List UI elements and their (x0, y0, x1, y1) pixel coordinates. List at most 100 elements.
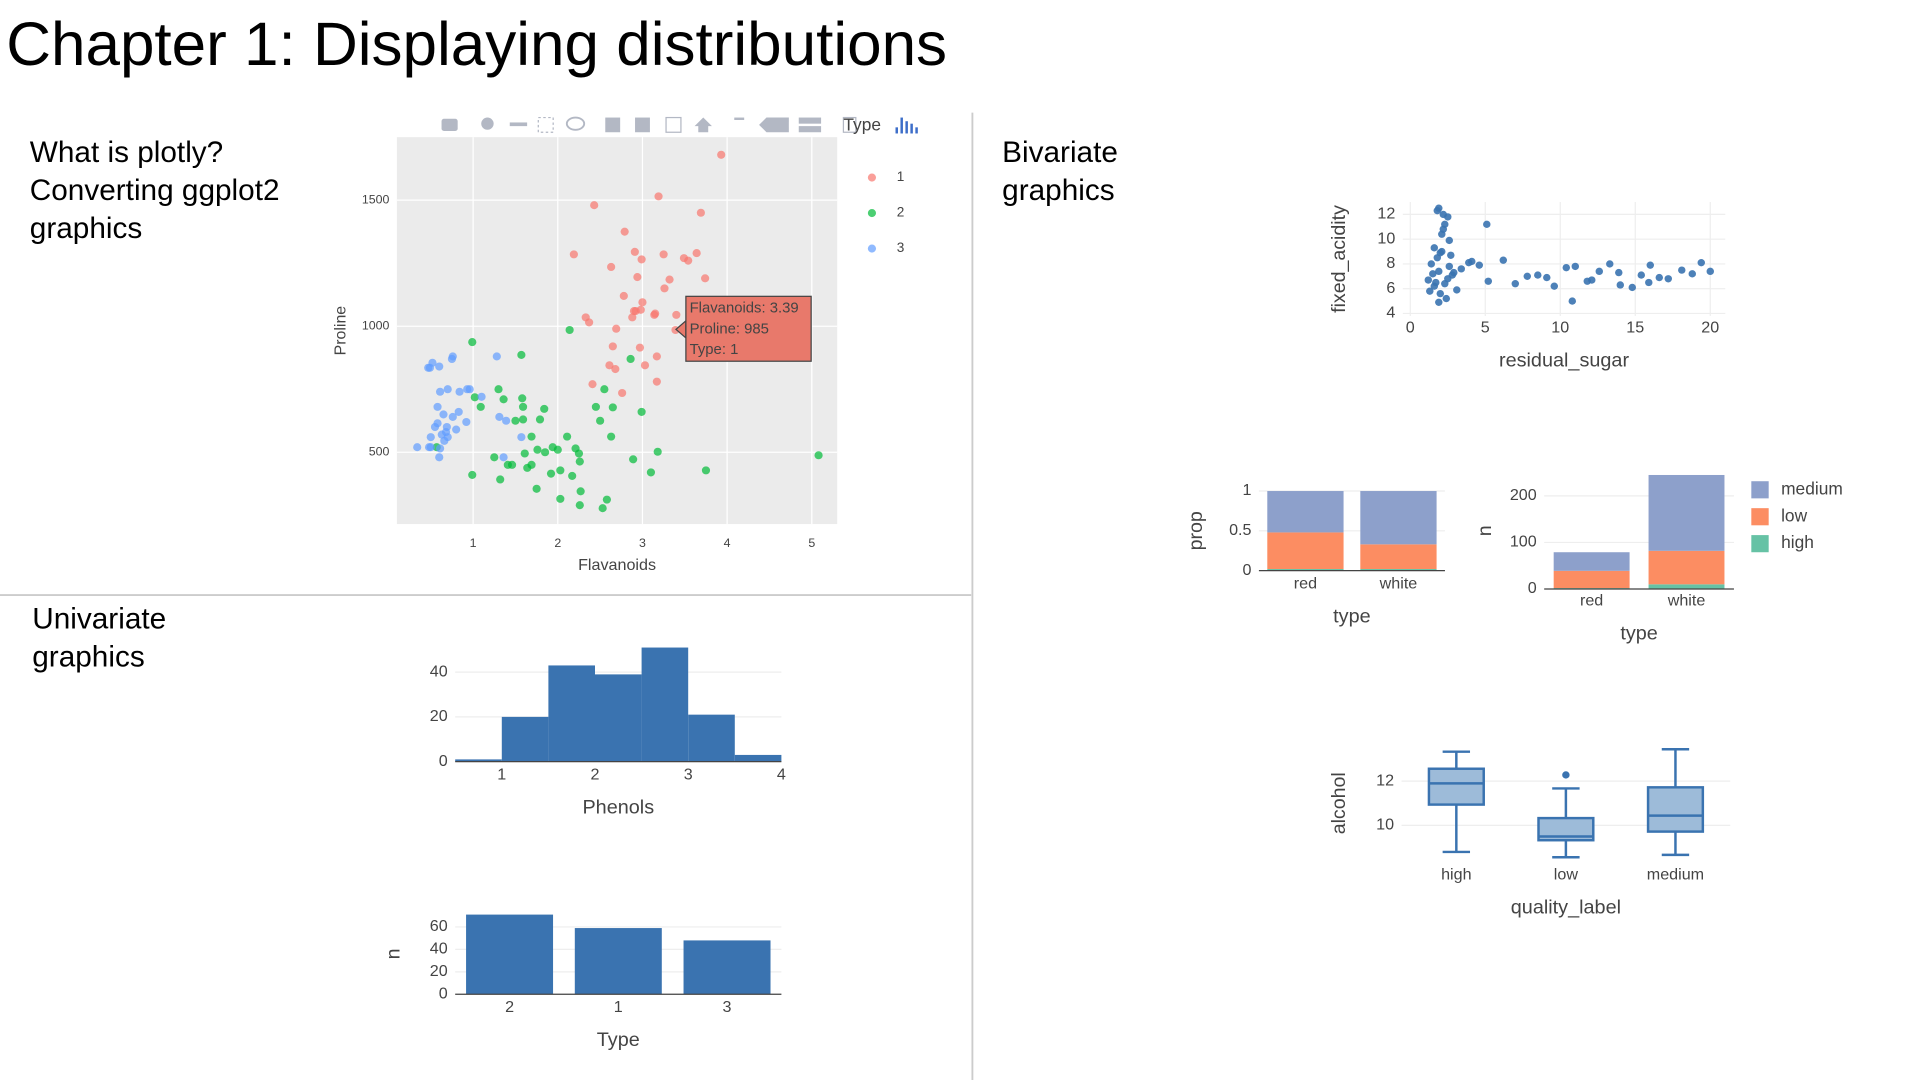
icon-zoom[interactable] (481, 117, 494, 130)
y-tick-label: 10 (1377, 229, 1395, 247)
point (1435, 267, 1443, 276)
x-tick-label: 3 (639, 536, 646, 550)
y-axis-title: n (1474, 525, 1496, 536)
point (443, 385, 452, 394)
histogram-bar (455, 759, 502, 762)
icon-zoom-out[interactable] (635, 117, 650, 133)
point (1429, 270, 1437, 278)
point (640, 361, 650, 370)
icon-autoscale[interactable] (665, 116, 682, 133)
x-tick-label: 4 (777, 765, 786, 783)
point (581, 313, 590, 322)
tooltip-text: Flavanoids: 3.39 (690, 301, 799, 317)
point (1447, 251, 1455, 259)
y-axis-title: prop (1185, 511, 1207, 550)
icon-zoom-in[interactable] (605, 117, 621, 133)
icon-hover-closest[interactable] (759, 117, 789, 133)
point (653, 447, 662, 456)
slide-title: Chapter 1: Displaying distributions (6, 11, 947, 80)
x-tick-label: 1 (497, 765, 506, 783)
x-tick-label: red (1580, 592, 1603, 610)
y-axis-title: alcohol (1328, 772, 1350, 834)
x-tick-label: 5 (808, 536, 815, 550)
icon-camera[interactable] (441, 118, 458, 132)
icon-lasso[interactable] (565, 116, 586, 131)
outlier (1562, 771, 1570, 779)
point (672, 310, 681, 319)
y-tick-label: 500 (369, 445, 390, 459)
icon-hover-compare[interactable] (798, 117, 822, 124)
bar (1648, 584, 1725, 589)
histogram-bar (688, 714, 735, 762)
section-heading: Univariate (32, 603, 166, 636)
point (1571, 262, 1580, 271)
histogram-bar (641, 647, 689, 762)
x-axis-title: Phenols (582, 796, 654, 818)
point (492, 352, 501, 361)
point (496, 475, 505, 484)
point (540, 404, 549, 413)
point (646, 468, 656, 477)
point (1688, 270, 1696, 278)
point (1628, 283, 1636, 292)
point (660, 284, 669, 293)
section-heading: graphics (1002, 174, 1114, 207)
bar (1360, 544, 1437, 570)
icon-hover-compare[interactable] (798, 126, 822, 133)
point (635, 343, 645, 352)
point (425, 363, 435, 372)
y-tick-label: 100 (1510, 533, 1537, 551)
point (517, 433, 526, 442)
histogram-bar (734, 754, 782, 762)
point (439, 410, 448, 419)
point (532, 484, 541, 493)
icon-spike[interactable] (734, 117, 745, 120)
point (717, 150, 726, 159)
point (1457, 265, 1466, 273)
point (620, 227, 629, 236)
y-tick-label: 0 (439, 752, 448, 770)
x-tick-label: white (1379, 574, 1418, 592)
icon-pan[interactable] (509, 122, 528, 127)
point (602, 495, 611, 504)
bar (466, 914, 554, 995)
legend-label: low (1781, 505, 1808, 525)
point (476, 402, 485, 411)
point (1550, 282, 1559, 290)
point (1475, 261, 1484, 269)
point (1646, 261, 1654, 269)
point (507, 460, 517, 469)
icon-edit[interactable] (842, 116, 857, 133)
icon-select[interactable] (537, 116, 554, 133)
point (628, 313, 637, 322)
x-tick-label: 10 (1551, 318, 1569, 336)
point (448, 412, 457, 421)
y-tick-label: 10 (1376, 816, 1394, 834)
x-tick-label: 5 (1481, 318, 1490, 336)
point (455, 387, 464, 396)
point (470, 393, 479, 402)
point (598, 504, 607, 513)
point (1439, 225, 1448, 233)
point (637, 255, 646, 264)
point (607, 262, 616, 272)
point (435, 453, 444, 462)
icon-home[interactable] (694, 117, 712, 133)
point (600, 385, 609, 394)
point (477, 392, 486, 401)
x-axis-title: Flavanoids (578, 556, 656, 574)
point (618, 388, 627, 398)
bar (683, 940, 771, 995)
x-tick-label: 2 (591, 765, 600, 783)
bar (1553, 570, 1630, 589)
histogram-bar (501, 716, 549, 762)
legend-label: 3 (897, 240, 905, 255)
point (679, 254, 689, 263)
point (659, 250, 668, 259)
y-tick-label: 20 (430, 962, 448, 980)
point (1430, 244, 1439, 252)
section-heading: Converting ggplot2 (30, 174, 280, 207)
icon-plotly[interactable] (895, 117, 918, 134)
